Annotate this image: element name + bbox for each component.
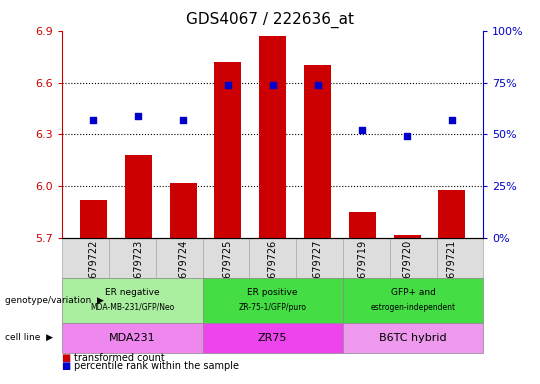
Point <box>358 127 367 133</box>
Point <box>268 81 277 88</box>
Text: estrogen-independent: estrogen-independent <box>370 303 456 312</box>
Bar <box>394 235 421 238</box>
Bar <box>80 200 107 238</box>
Bar <box>170 183 197 238</box>
Point <box>448 117 456 123</box>
Text: GDS4067 / 222636_at: GDS4067 / 222636_at <box>186 12 354 28</box>
Text: ■: ■ <box>62 353 75 363</box>
Bar <box>349 212 376 238</box>
Point <box>89 117 98 123</box>
Point <box>313 81 322 88</box>
Text: transformed count: transformed count <box>74 353 165 363</box>
Text: ■: ■ <box>62 361 75 371</box>
Point <box>403 133 411 139</box>
Text: ZR75: ZR75 <box>258 333 287 343</box>
Text: B6TC hybrid: B6TC hybrid <box>379 333 447 343</box>
Text: genotype/variation  ▶: genotype/variation ▶ <box>5 296 104 305</box>
Point <box>134 113 143 119</box>
Text: percentile rank within the sample: percentile rank within the sample <box>74 361 239 371</box>
Point <box>224 81 232 88</box>
Bar <box>438 190 465 238</box>
Text: MDA-MB-231/GFP/Neo: MDA-MB-231/GFP/Neo <box>90 303 174 312</box>
Text: cell line  ▶: cell line ▶ <box>5 333 53 342</box>
Text: MDA231: MDA231 <box>109 333 156 343</box>
Bar <box>125 155 152 238</box>
Bar <box>304 65 331 238</box>
Text: ZR-75-1/GFP/puro: ZR-75-1/GFP/puro <box>239 303 307 312</box>
Text: ER positive: ER positive <box>247 288 298 296</box>
Bar <box>214 62 241 238</box>
Bar <box>259 36 286 238</box>
Text: GFP+ and: GFP+ and <box>390 288 436 296</box>
Point <box>179 117 187 123</box>
Text: ER negative: ER negative <box>105 288 160 296</box>
